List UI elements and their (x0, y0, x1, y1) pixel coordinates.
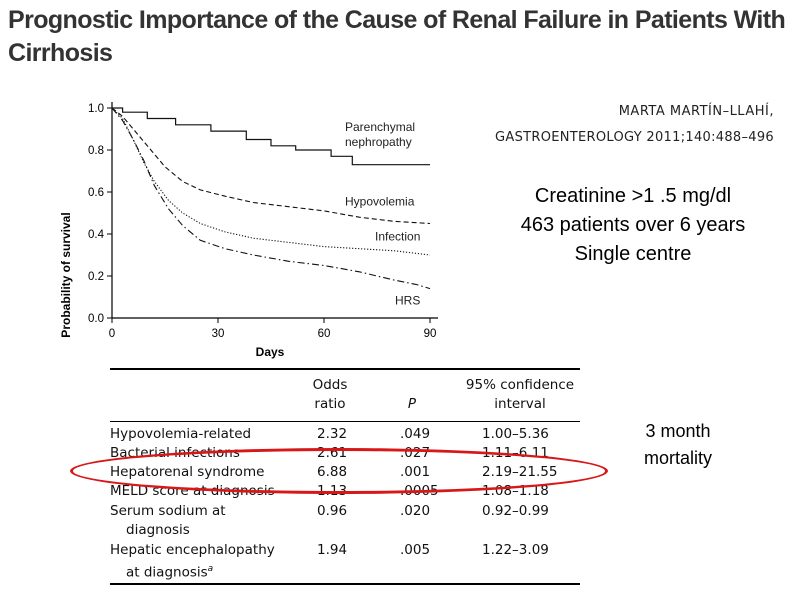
x-tick-label: 30 (212, 328, 225, 340)
header-p: P (407, 396, 417, 412)
series-label: Hypovolemia (345, 195, 415, 209)
info-line-centre: Single centre (574, 243, 692, 265)
row-factor: Hepatic encephalopathy (110, 542, 275, 558)
series-label: Parenchymal (345, 120, 415, 134)
y-tick-label: 0.6 (88, 187, 104, 199)
series-label: HRS (395, 293, 420, 307)
note-line-1: 3 month (645, 421, 711, 441)
series-line-1 (111, 107, 431, 225)
note-line-2: mortality (643, 448, 712, 468)
info-line-creatinine: Creatinine >1 .5 mg/dl (534, 185, 732, 207)
row-factor-text: at diagnosis (126, 564, 208, 581)
row-ci: 1.00–5.36 (482, 426, 549, 442)
y-tick-label: 1.0 (88, 103, 104, 115)
row-p: .020 (400, 503, 431, 519)
mortality-note: 3 month mortality (616, 418, 740, 472)
row-p: .049 (400, 426, 431, 442)
x-tick-label: 60 (318, 328, 331, 340)
footnote-marker: a (207, 564, 214, 574)
highlight-ellipse (70, 448, 608, 494)
header-ci-line1: 95% confidence (465, 377, 575, 393)
table-rule-mid (110, 421, 580, 422)
row-odds: 1.94 (317, 542, 348, 558)
row-factor-continuation: at diagnosisa (126, 560, 213, 583)
header-odds-ratio: Odds ratio (290, 376, 370, 414)
row-odds: 2.32 (317, 426, 348, 442)
chart-plot-area: 0.0 0.2 0.4 0.6 0.8 1.0 0 30 60 90 Parenchymalneph… (88, 102, 438, 340)
series-line-3 (111, 107, 431, 290)
header-odds-line1: Odds (312, 377, 348, 393)
y-tick-label: 0.0 (88, 313, 104, 325)
x-tick-label: 0 (109, 328, 115, 340)
header-odds-line2: ratio (314, 396, 346, 412)
x-axis-label: Days (256, 345, 285, 359)
series-label: nephropathy (345, 135, 412, 149)
citation-author: MARTA MARTÍN–LLAHÍ, (618, 104, 774, 119)
y-tick-label: 0.8 (88, 145, 104, 157)
citation-journal: GASTROENTEROLOGY 2011;140:488–496 (495, 130, 774, 145)
header-ci: 95% confidence interval (460, 376, 580, 414)
slide-title: Prognostic Importance of the Cause of Re… (8, 6, 786, 67)
x-tick-label: 90 (424, 328, 437, 340)
row-factor: Hypovolemia-related (110, 426, 252, 442)
series-line-0 (112, 107, 430, 166)
row-p: .005 (400, 542, 431, 558)
y-tick-label: 0.2 (88, 271, 104, 283)
survival-chart: 0.0 0.2 0.4 0.6 0.8 1.0 0 30 60 90 Parenchymalneph… (59, 102, 438, 359)
y-axis-label: Probability of survival (59, 212, 73, 337)
row-ci: 0.92–0.99 (482, 503, 549, 519)
table-rule-bottom (110, 583, 580, 585)
row-factor-continuation: diagnosis (126, 522, 190, 538)
series-label: Infection (375, 229, 420, 243)
info-line-patients: 463 patients over 6 years (520, 214, 746, 236)
study-info: Creatinine >1 .5 mg/dl 463 patients over… (488, 182, 778, 269)
table-rule-top (110, 368, 580, 370)
row-ci: 1.22–3.09 (482, 542, 549, 558)
row-factor: Serum sodium at (110, 503, 226, 519)
row-odds: 0.96 (317, 503, 348, 519)
y-tick-label: 0.4 (88, 229, 105, 241)
header-ci-line2: interval (494, 396, 546, 412)
